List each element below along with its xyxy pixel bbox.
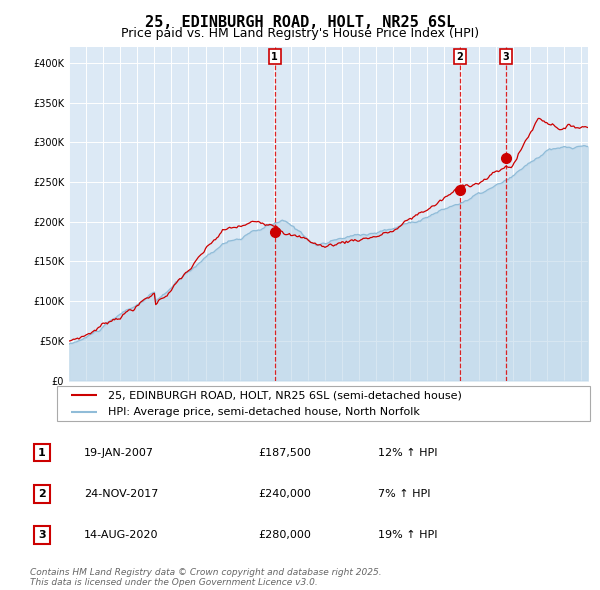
Text: 12% ↑ HPI: 12% ↑ HPI xyxy=(378,448,437,457)
Text: £240,000: £240,000 xyxy=(258,489,311,499)
FancyBboxPatch shape xyxy=(58,386,590,421)
Text: Price paid vs. HM Land Registry's House Price Index (HPI): Price paid vs. HM Land Registry's House … xyxy=(121,27,479,40)
Text: 19% ↑ HPI: 19% ↑ HPI xyxy=(378,530,437,540)
Text: £280,000: £280,000 xyxy=(258,530,311,540)
Text: 25, EDINBURGH ROAD, HOLT, NR25 6SL (semi-detached house): 25, EDINBURGH ROAD, HOLT, NR25 6SL (semi… xyxy=(107,390,461,400)
Text: 3: 3 xyxy=(38,530,46,540)
Text: 14-AUG-2020: 14-AUG-2020 xyxy=(84,530,158,540)
Text: £187,500: £187,500 xyxy=(258,448,311,457)
Text: 3: 3 xyxy=(503,52,509,62)
Text: 25, EDINBURGH ROAD, HOLT, NR25 6SL: 25, EDINBURGH ROAD, HOLT, NR25 6SL xyxy=(145,15,455,30)
Text: 2: 2 xyxy=(38,489,46,499)
Text: 19-JAN-2007: 19-JAN-2007 xyxy=(84,448,154,457)
Text: 2: 2 xyxy=(457,52,463,62)
Text: 1: 1 xyxy=(271,52,278,62)
Text: 24-NOV-2017: 24-NOV-2017 xyxy=(84,489,158,499)
Text: 7% ↑ HPI: 7% ↑ HPI xyxy=(378,489,431,499)
Text: 1: 1 xyxy=(38,448,46,457)
Text: Contains HM Land Registry data © Crown copyright and database right 2025.
This d: Contains HM Land Registry data © Crown c… xyxy=(30,568,382,587)
Text: HPI: Average price, semi-detached house, North Norfolk: HPI: Average price, semi-detached house,… xyxy=(107,407,419,417)
